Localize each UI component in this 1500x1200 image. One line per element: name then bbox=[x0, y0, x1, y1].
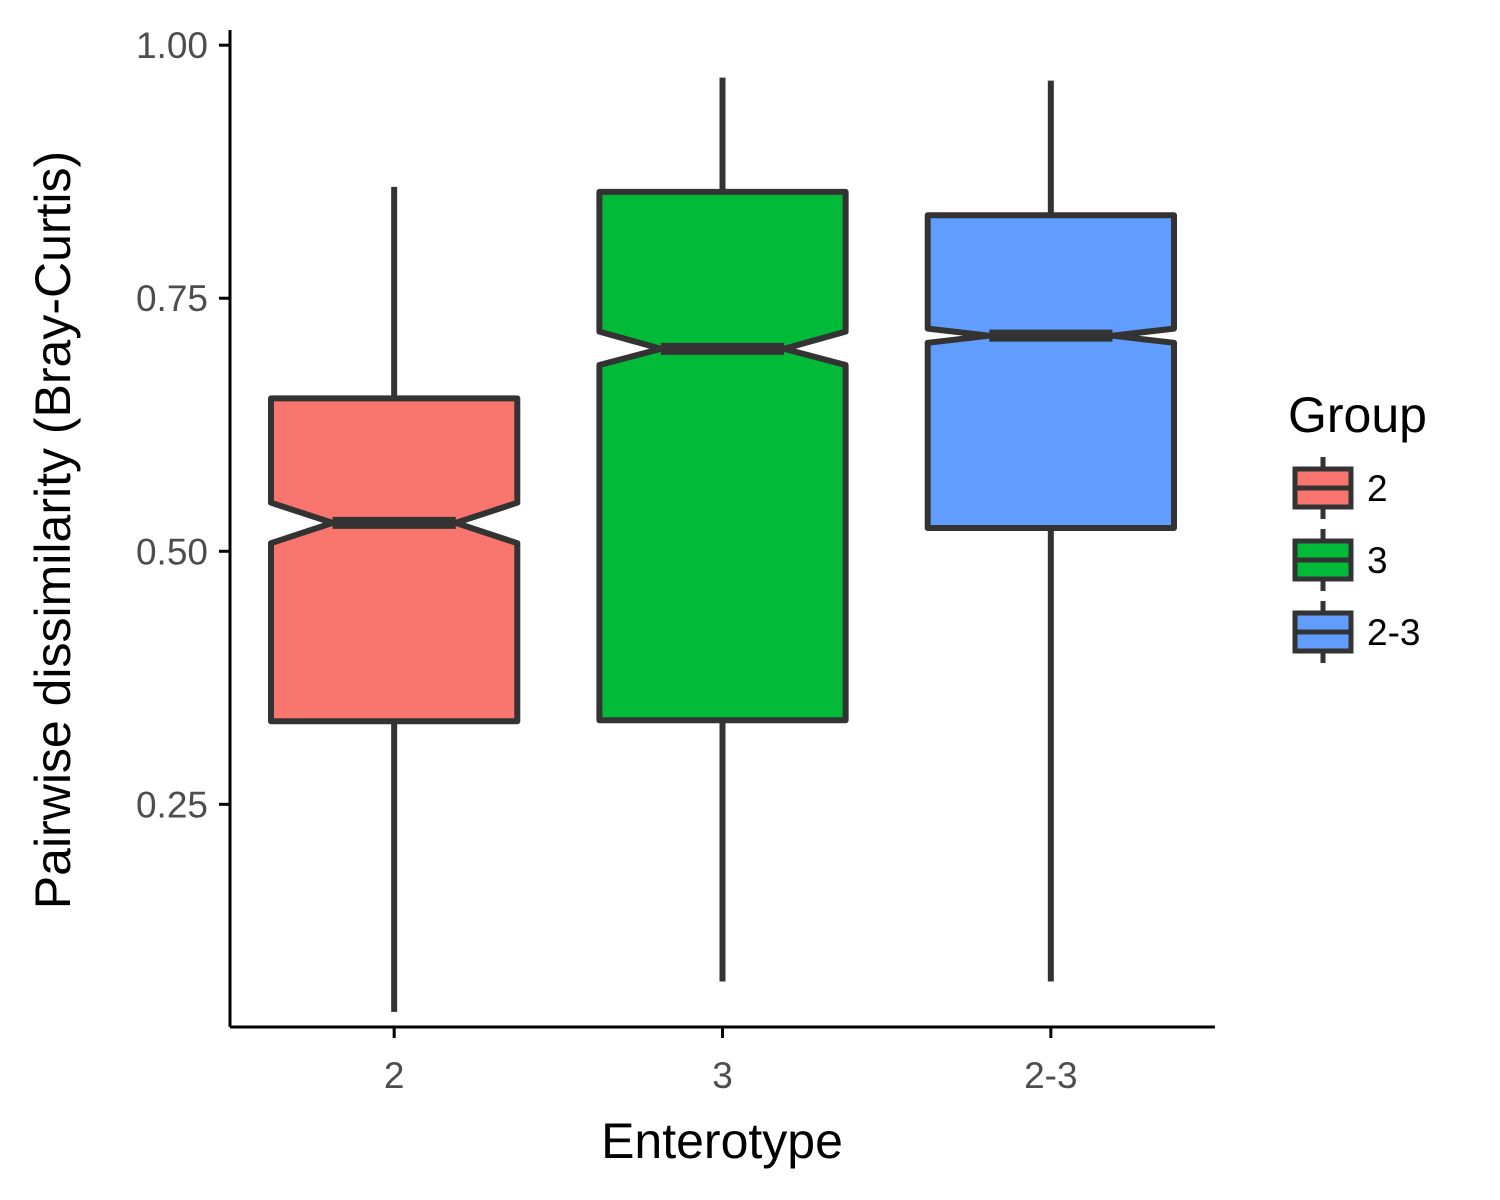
legend: Group 2 3 2-3 bbox=[1288, 387, 1427, 663]
y-tick-label: 0.75 bbox=[136, 278, 208, 319]
x-tick-label: 3 bbox=[712, 1055, 733, 1096]
legend-label: 2 bbox=[1367, 468, 1388, 509]
y-tick-label: 1.00 bbox=[136, 25, 208, 66]
x-tick-label: 2 bbox=[384, 1055, 405, 1096]
legend-label: 3 bbox=[1367, 540, 1388, 581]
box-body bbox=[924, 212, 1177, 531]
box-group-2-3 bbox=[924, 80, 1177, 982]
plot-area bbox=[268, 77, 1177, 1012]
legend-title: Group bbox=[1288, 387, 1427, 443]
x-tick-label: 2-3 bbox=[1024, 1055, 1077, 1096]
y-tick-label: 0.50 bbox=[136, 531, 208, 572]
y-ticks: 0.25 0.50 0.75 1.00 bbox=[136, 25, 230, 825]
box-body bbox=[596, 188, 849, 724]
box-body bbox=[268, 395, 521, 725]
legend-label: 2-3 bbox=[1367, 612, 1420, 653]
x-axis-title: Enterotype bbox=[601, 1113, 843, 1169]
y-tick-label: 0.25 bbox=[136, 784, 208, 825]
x-ticks: 2 3 2-3 bbox=[384, 1027, 1078, 1096]
box-group-3 bbox=[596, 77, 849, 982]
box-group-2 bbox=[268, 186, 521, 1012]
y-axis-title: Pairwise dissimilarity (Bray-Curtis) bbox=[25, 151, 81, 909]
